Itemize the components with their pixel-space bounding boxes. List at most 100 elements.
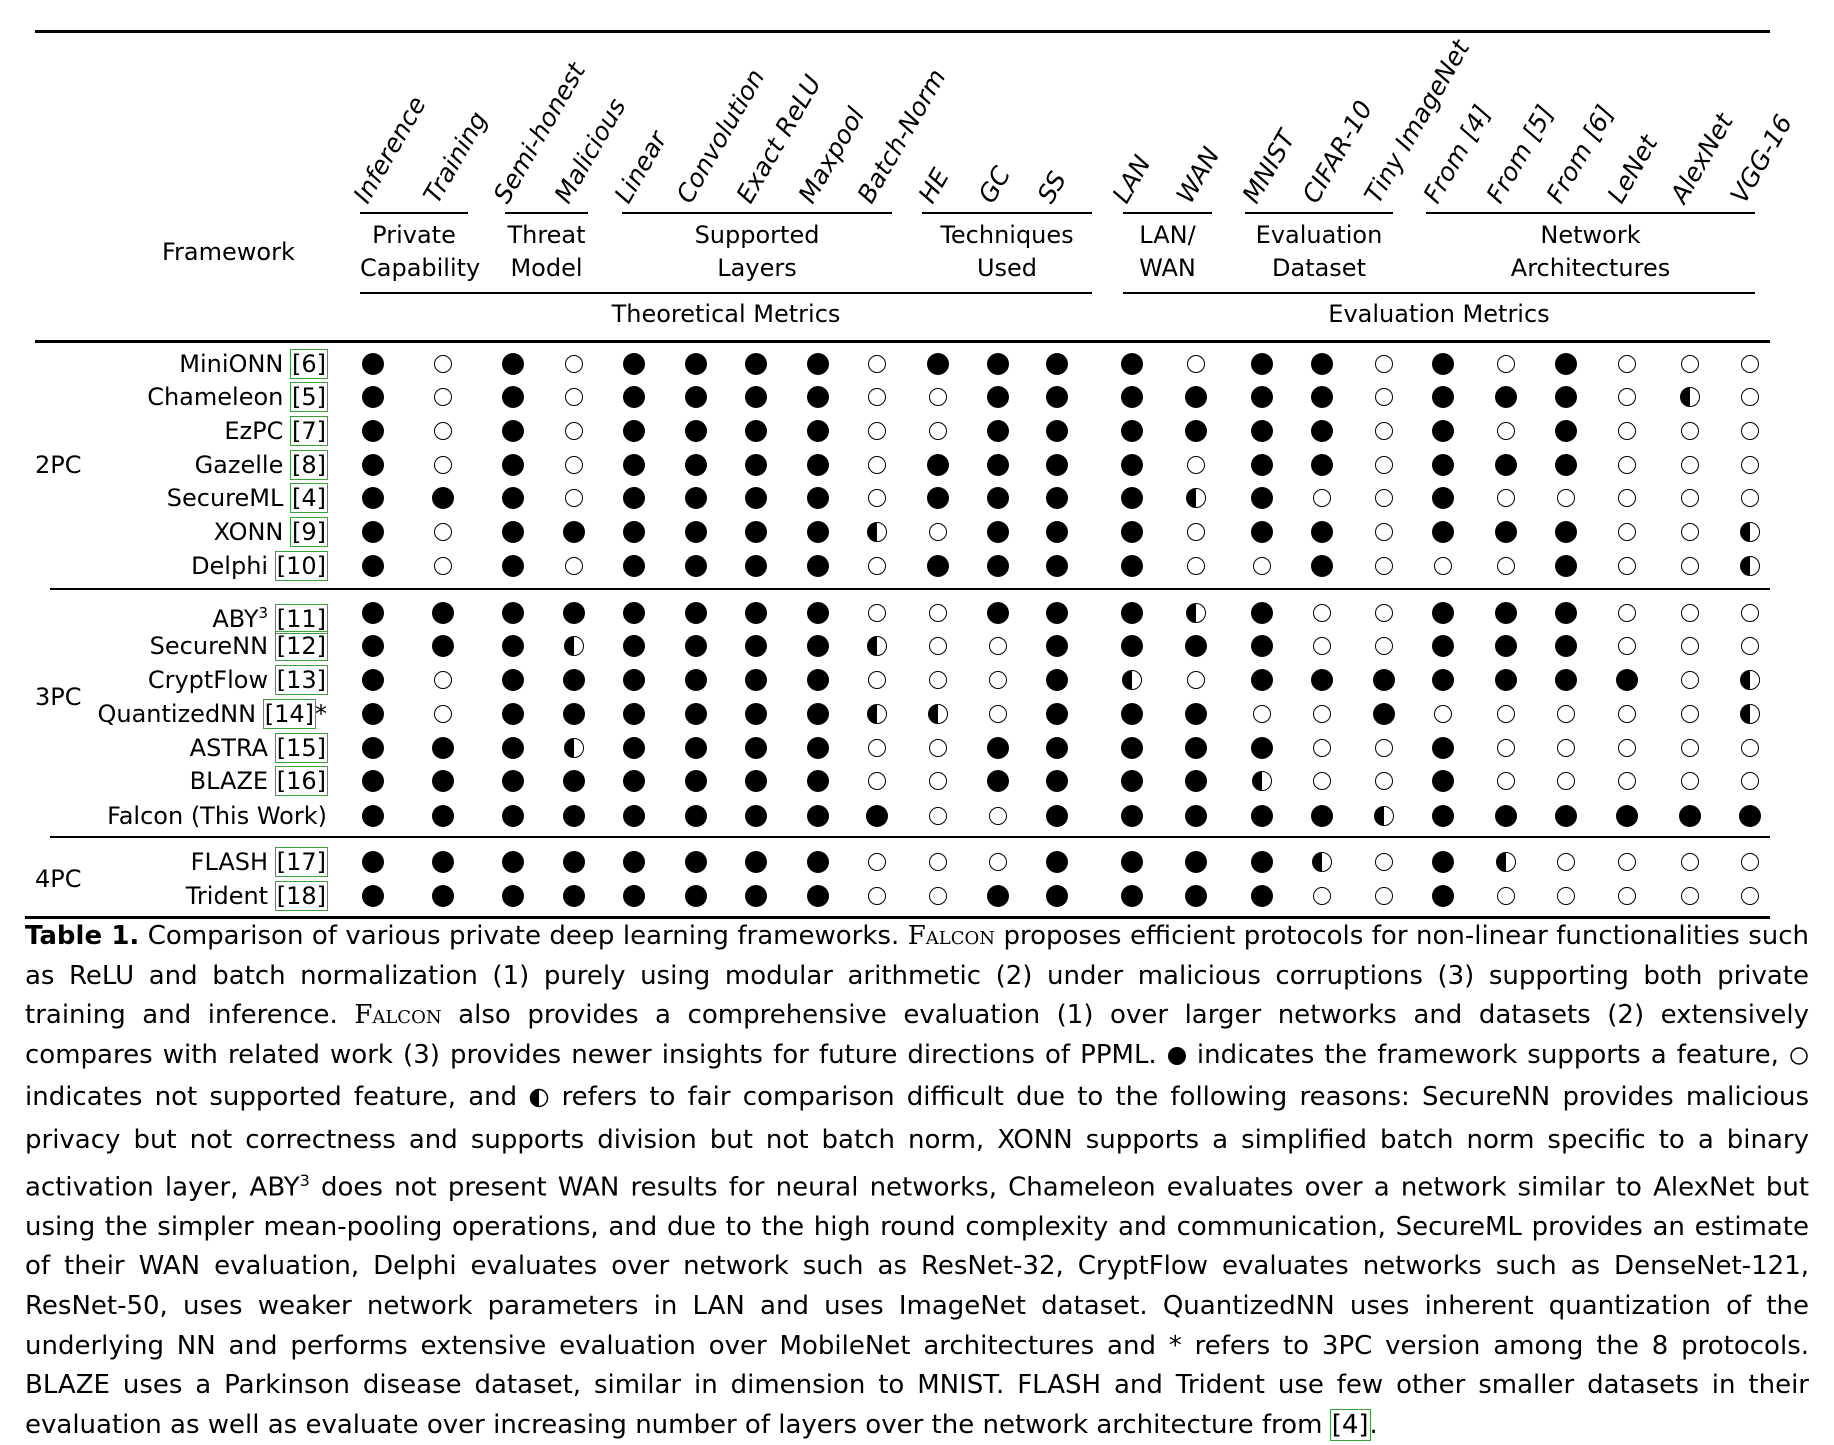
- citation-link[interactable]: [4]: [290, 483, 328, 513]
- empty-circle-icon: [868, 489, 886, 507]
- full-circle-icon: [502, 353, 524, 375]
- full-circle-icon: [1185, 770, 1207, 792]
- full-circle-icon: [1121, 487, 1143, 509]
- empty-circle-icon: [565, 355, 583, 373]
- empty-circle-icon: [1618, 705, 1636, 723]
- empty-circle-icon: [1313, 604, 1331, 622]
- full-circle-icon: [1185, 805, 1207, 827]
- caption-text-5: indicates not supported feature, and: [25, 1082, 518, 1113]
- full-circle-icon: [1046, 454, 1068, 476]
- empty-circle-icon: [1557, 739, 1575, 757]
- citation-link[interactable]: [12]: [274, 631, 329, 661]
- empty-circle-icon: [1681, 853, 1699, 871]
- caption-text-1: Comparison of various private deep learn…: [147, 921, 900, 951]
- full-circle-icon: [623, 770, 645, 792]
- full-circle-icon: [563, 602, 585, 624]
- full-circle-icon: [685, 386, 707, 408]
- framework-label: MiniONN: [179, 350, 284, 378]
- framework-name-cell: BLAZE [16]: [0, 766, 329, 796]
- full-circle-icon: [745, 737, 767, 759]
- group-label: Evaluation Dataset: [1245, 219, 1393, 285]
- citation-link[interactable]: [5]: [290, 382, 328, 412]
- full-circle-icon: [1432, 386, 1454, 408]
- citation-link[interactable]: [4]: [1329, 1408, 1371, 1441]
- citation-link[interactable]: [7]: [290, 416, 328, 446]
- empty-circle-icon: [1557, 705, 1575, 723]
- empty-circle-icon: [565, 388, 583, 406]
- citation-link[interactable]: [11]: [274, 604, 329, 634]
- full-circle-icon: [927, 353, 949, 375]
- empty-circle-icon: [434, 705, 452, 723]
- citation-link[interactable]: [9]: [290, 517, 328, 547]
- full-circle-icon: [685, 635, 707, 657]
- citation-link[interactable]: [14]: [262, 699, 317, 729]
- group-rule: [1123, 212, 1212, 214]
- supergroup-label: Theoretical Metrics: [611, 300, 841, 328]
- empty-circle-icon: [929, 807, 947, 825]
- full-circle-icon: [432, 635, 454, 657]
- half-circle-icon: [564, 636, 584, 656]
- empty-circle-icon: [1375, 523, 1393, 541]
- empty-circle-icon: [1681, 456, 1699, 474]
- framework-name-cell: Gazelle [8]: [0, 450, 328, 480]
- full-circle-icon: [502, 555, 524, 577]
- citation-link[interactable]: [17]: [274, 847, 329, 877]
- full-circle-icon: [1046, 602, 1068, 624]
- full-circle-icon: [807, 669, 829, 691]
- citation-link[interactable]: [13]: [274, 665, 329, 695]
- full-circle-icon: [745, 487, 767, 509]
- full-circle-icon: [432, 851, 454, 873]
- group-label: Network Architectures: [1426, 219, 1755, 285]
- full-circle-icon: [1616, 669, 1638, 691]
- full-circle-icon: [1251, 885, 1273, 907]
- framework-name: QuantizedNN [14]*: [97, 699, 327, 729]
- full-circle-icon: [563, 805, 585, 827]
- full-circle-icon: [1251, 353, 1273, 375]
- full-circle-icon: [1432, 635, 1454, 657]
- full-circle-icon: [807, 353, 829, 375]
- full-circle-icon: [623, 669, 645, 691]
- empty-circle-icon: [929, 853, 947, 871]
- empty-circle-icon: [1375, 739, 1393, 757]
- full-circle-icon: [432, 805, 454, 827]
- empty-circle-icon: [989, 637, 1007, 655]
- citation-link[interactable]: [10]: [274, 551, 329, 581]
- citation-link[interactable]: [18]: [274, 881, 329, 911]
- half-circle-icon: [867, 636, 887, 656]
- column-header: LeNet: [1601, 130, 1664, 208]
- full-circle-icon: [623, 454, 645, 476]
- group-rule: [505, 212, 588, 214]
- citation-link[interactable]: [8]: [290, 450, 328, 480]
- full-circle-icon: [1121, 703, 1143, 725]
- section-label: 2PC: [35, 451, 82, 479]
- section-label: 3PC: [35, 683, 82, 711]
- empty-circle-icon: [565, 456, 583, 474]
- full-circle-icon: [563, 521, 585, 543]
- half-circle-icon: [1186, 603, 1206, 623]
- full-circle-icon: [1432, 885, 1454, 907]
- citation-link[interactable]: [15]: [274, 733, 329, 763]
- citation-link[interactable]: [6]: [290, 349, 328, 379]
- full-circle-icon: [1311, 386, 1333, 408]
- full-circle-icon: [685, 851, 707, 873]
- half-circle-icon: [1740, 522, 1760, 542]
- empty-circle-icon: [1497, 489, 1515, 507]
- column-header: WAN: [1170, 142, 1226, 208]
- full-circle-icon: [1046, 703, 1068, 725]
- full-circle-icon: [1555, 669, 1577, 691]
- group-rule: [922, 212, 1092, 214]
- empty-circle-icon: [989, 671, 1007, 689]
- group-label: LAN/WAN: [1123, 219, 1212, 285]
- empty-circle-icon: [1497, 705, 1515, 723]
- full-circle-icon: [362, 386, 384, 408]
- full-circle-icon: [1251, 602, 1273, 624]
- full-circle-icon: [1555, 386, 1577, 408]
- framework-name: FLASH [17]: [191, 847, 329, 877]
- empty-circle-icon: [1741, 422, 1759, 440]
- framework-label: SecureML: [166, 484, 284, 512]
- full-circle-icon: [745, 454, 767, 476]
- empty-circle-icon: [1618, 887, 1636, 905]
- citation-link[interactable]: [16]: [274, 766, 329, 796]
- framework-name: MiniONN [6]: [179, 349, 328, 379]
- empty-circle-icon: [929, 671, 947, 689]
